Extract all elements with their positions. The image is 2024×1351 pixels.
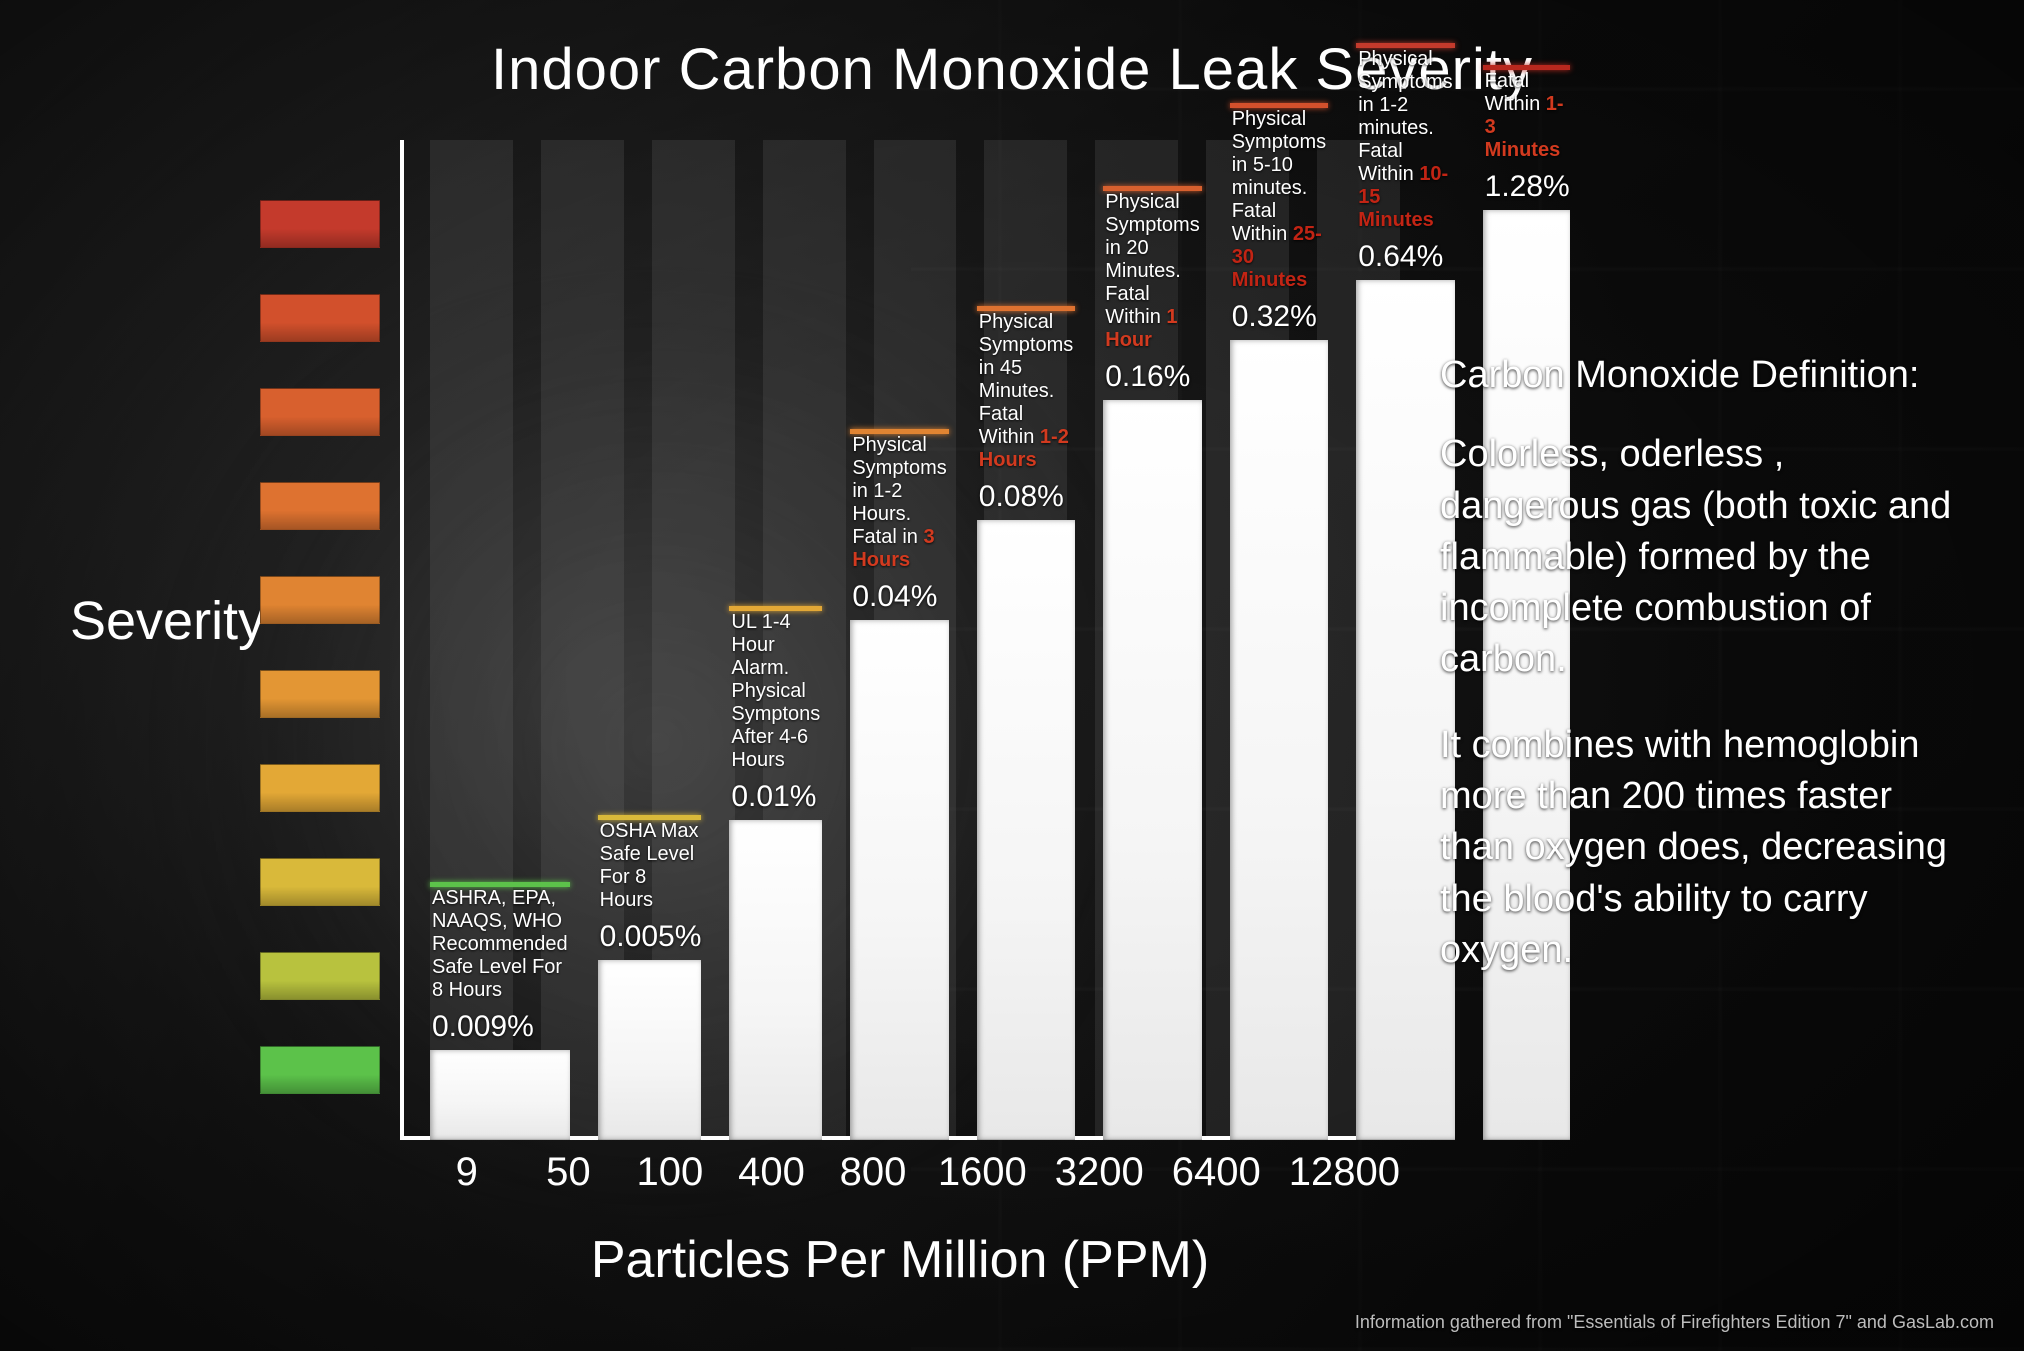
bar-annotation: Physical Symptoms in 45 Minutes. Fatal W… (977, 311, 1075, 472)
bar-fill (977, 520, 1075, 1140)
x-tick-9: 9 (430, 1150, 504, 1195)
bar-annotation: Physical Symptoms in 20 Minutes. Fatal W… (1103, 191, 1201, 352)
co-severity-bar-chart: ASHRA, EPA, NAAQS, WHO Recommended Safe … (400, 140, 1400, 1140)
bar-fill (430, 1050, 570, 1140)
x-tick-800: 800 (836, 1150, 910, 1195)
severity-swatch-0 (260, 200, 380, 248)
severity-swatch-2 (260, 388, 380, 436)
severity-swatch-7 (260, 858, 380, 906)
bar-fill (1230, 340, 1328, 1140)
definition-paragraph-1: Colorless, oderless , dangerous gas (bot… (1440, 429, 1960, 685)
bar-percent-label: 1.28% (1485, 170, 1570, 204)
definition-panel: Carbon Monoxide Definition: Colorless, o… (1440, 350, 1960, 976)
x-tick-12800: 12800 (1289, 1150, 1400, 1195)
bar-9ppm: ASHRA, EPA, NAAQS, WHO Recommended Safe … (430, 882, 570, 1140)
bar-fill (1103, 400, 1201, 1140)
bar-fill (598, 960, 702, 1140)
bar-annotation: Physical Symptoms in 1-2 minutes. Fatal … (1356, 48, 1454, 232)
definition-heading: Carbon Monoxide Definition: (1440, 350, 1960, 401)
bar-percent-label: 0.08% (979, 480, 1075, 514)
bar-annotation: Physical Symptoms in 1-2 Hours. Fatal in… (850, 434, 948, 572)
bar-annotation: Physical Symptoms in 5-10 minutes. Fatal… (1230, 108, 1328, 292)
severity-swatch-6 (260, 764, 380, 812)
bar-percent-label: 0.04% (852, 580, 948, 614)
x-tick-400: 400 (735, 1150, 809, 1195)
severity-swatch-8 (260, 952, 380, 1000)
x-tick-100: 100 (633, 1150, 707, 1195)
severity-axis-label: Severity (70, 590, 265, 652)
bar-3200ppm: Physical Symptoms in 5-10 minutes. Fatal… (1230, 103, 1328, 1140)
bar-percent-label: 0.01% (731, 780, 822, 814)
severity-swatch-1 (260, 294, 380, 342)
x-tick-1600: 1600 (938, 1150, 1027, 1195)
bar-100ppm: UL 1-4 Hour Alarm. Physical Symptons Aft… (729, 606, 822, 1140)
bar-percent-label: 0.32% (1232, 300, 1328, 334)
bar-annotation: UL 1-4 Hour Alarm. Physical Symptons Aft… (729, 611, 822, 772)
bar-percent-label: 0.64% (1358, 240, 1454, 274)
bar-1600ppm: Physical Symptoms in 20 Minutes. Fatal W… (1103, 186, 1201, 1140)
page-title: Indoor Carbon Monoxide Leak Severity (0, 36, 2024, 103)
bar-percent-label: 0.16% (1105, 360, 1201, 394)
bar-fill (729, 820, 822, 1140)
definition-paragraph-2: It combines with hemoglobin more than 20… (1440, 720, 1960, 976)
x-axis-label: Particles Per Million (PPM) (400, 1230, 1400, 1290)
source-credit: Information gathered from "Essentials of… (1355, 1312, 1994, 1333)
x-axis-tick-labels: 9 50 100 400 800 1600 3200 6400 12800 (430, 1150, 1400, 1195)
x-tick-50: 50 (532, 1150, 606, 1195)
bar-800ppm: Physical Symptoms in 45 Minutes. Fatal W… (977, 306, 1075, 1140)
bar-400ppm: Physical Symptoms in 1-2 Hours. Fatal in… (850, 429, 948, 1140)
bar-annotation: Fatal Within 1-3 Minutes (1483, 70, 1570, 162)
severity-swatch-3 (260, 482, 380, 530)
severity-swatch-4 (260, 576, 380, 624)
severity-swatch-5 (260, 670, 380, 718)
severity-swatch-9 (260, 1046, 380, 1094)
y-axis (400, 140, 404, 1140)
bar-percent-label: 0.005% (600, 920, 702, 954)
bar-fill (850, 620, 948, 1140)
bar-annotation: ASHRA, EPA, NAAQS, WHO Recommended Safe … (430, 887, 570, 1002)
x-tick-6400: 6400 (1172, 1150, 1261, 1195)
bar-annotation: OSHA Max Safe Level For 8 Hours (598, 820, 702, 912)
bar-percent-label: 0.009% (432, 1010, 570, 1044)
x-tick-3200: 3200 (1055, 1150, 1144, 1195)
severity-legend (260, 200, 380, 1140)
bar-50ppm: OSHA Max Safe Level For 8 Hours 0.005% (598, 815, 702, 1140)
